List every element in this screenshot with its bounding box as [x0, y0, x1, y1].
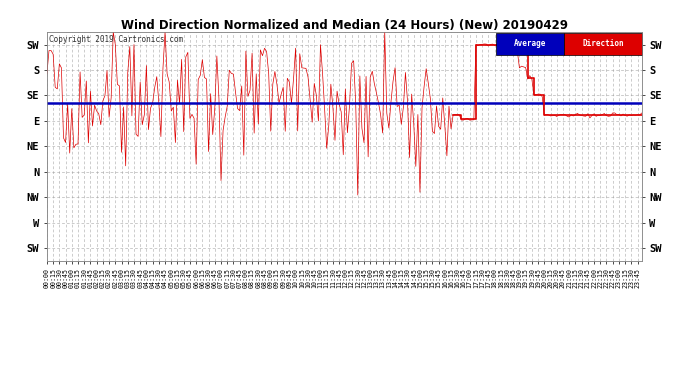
Text: Direction: Direction	[582, 39, 624, 48]
Text: Copyright 2019 Cartronics.com: Copyright 2019 Cartronics.com	[49, 35, 183, 44]
Title: Wind Direction Normalized and Median (24 Hours) (New) 20190429: Wind Direction Normalized and Median (24…	[121, 19, 568, 32]
FancyBboxPatch shape	[564, 33, 642, 55]
Text: Average: Average	[514, 39, 546, 48]
FancyBboxPatch shape	[496, 33, 564, 55]
